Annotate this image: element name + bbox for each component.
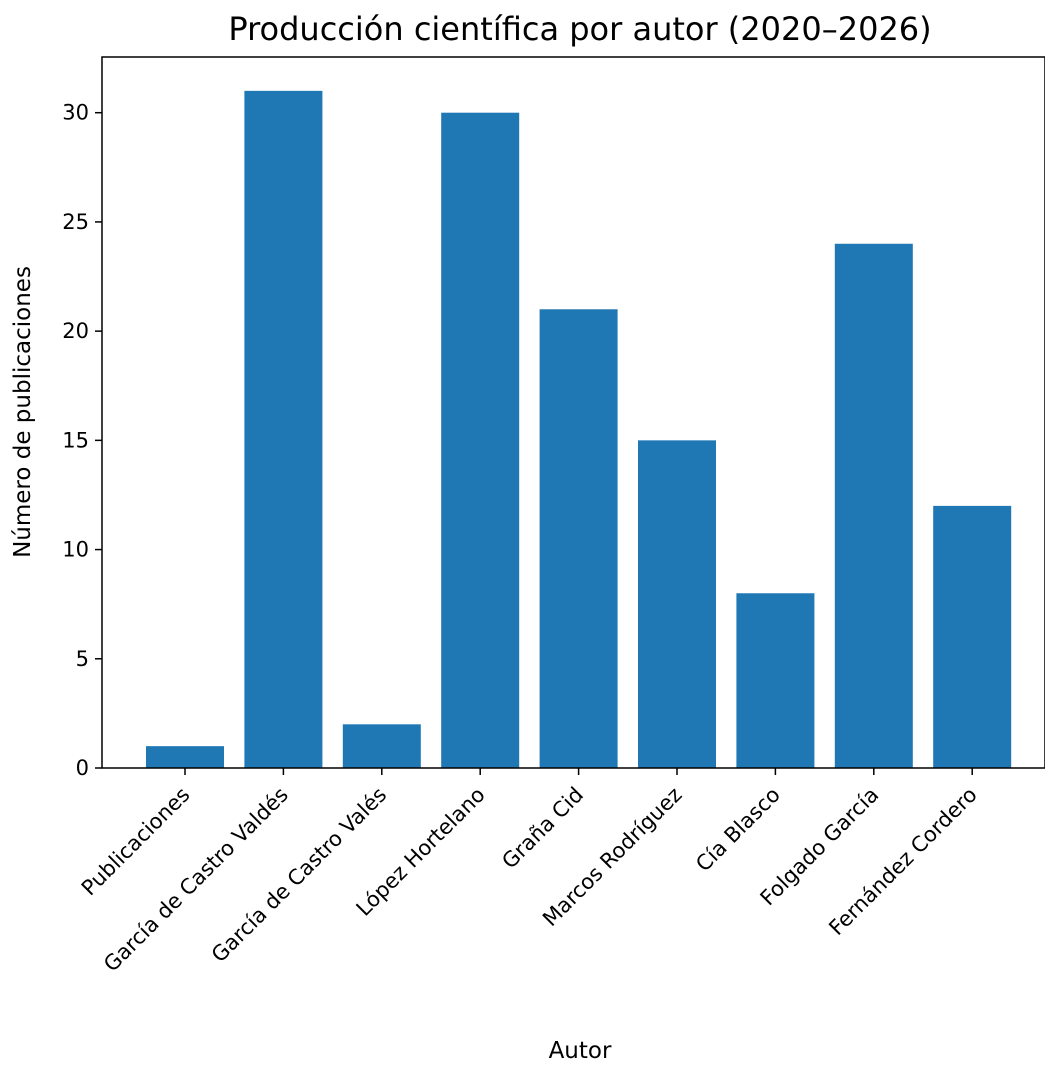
x-tick-label: García de Castro Valdés [99, 783, 293, 977]
bars-group [146, 90, 1012, 769]
bar [244, 90, 323, 769]
y-axis-ticks: 0 5 10 15 20 25 30 [62, 101, 102, 780]
y-tick-label: 20 [62, 319, 89, 343]
bar [146, 746, 224, 768]
bar [539, 309, 618, 768]
y-tick-label: 30 [62, 101, 89, 125]
x-axis-label: Autor [549, 1038, 612, 1064]
y-tick-label: 15 [62, 428, 89, 452]
y-tick-label: 0 [76, 756, 89, 780]
y-tick-label: 10 [62, 538, 89, 562]
chart-title: Producción científica por autor (2020–20… [228, 10, 931, 48]
x-tick-label: Cía Blasco [691, 783, 785, 877]
y-tick-label: 25 [62, 210, 89, 234]
plot-frame [101, 56, 1045, 769]
bar [342, 724, 421, 768]
y-axis-label: Número de publicaciones [10, 266, 36, 558]
bar [638, 440, 716, 768]
bar [834, 243, 913, 768]
x-tick-label: García de Castro Valés [207, 783, 391, 967]
bar [933, 505, 1012, 768]
x-tick-label: Graña Cid [497, 783, 588, 874]
bar [441, 112, 520, 769]
bar [736, 593, 815, 768]
y-tick-label: 5 [76, 647, 89, 671]
